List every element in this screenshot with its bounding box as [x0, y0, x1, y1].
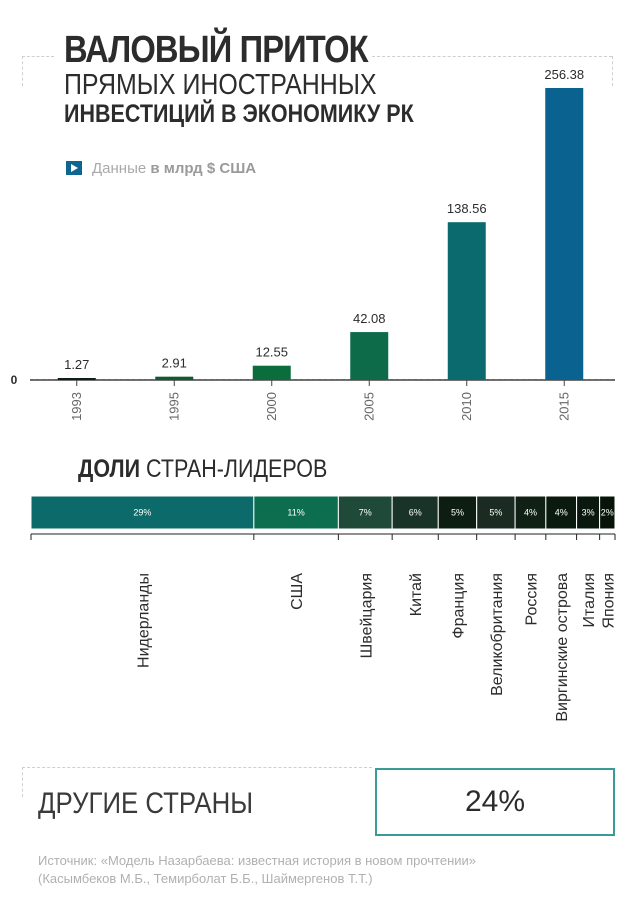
frame-left-dash — [22, 56, 23, 86]
title-line-2: ПРЯМЫХ ИНОСТРАННЫХ — [64, 69, 377, 101]
data-unit-note: Данные в млрд $ США — [66, 160, 256, 177]
x-tick-label-2015: 2015 — [556, 392, 571, 421]
x-tick-label-1993: 1993 — [69, 392, 84, 421]
frame-top-right-dash — [372, 56, 612, 57]
x-tick-label-2010: 2010 — [459, 392, 474, 421]
shares-title: ДОЛИ СТРАН-ЛИДЕРОВ — [78, 455, 327, 484]
bar-2000 — [252, 365, 291, 380]
share-value-label-6: 5% — [489, 508, 502, 518]
share-segment-10 — [599, 495, 616, 530]
bar-value-label-1993: 1.27 — [64, 357, 89, 372]
share-segment-1 — [30, 495, 255, 530]
bar-1995 — [155, 376, 194, 380]
title-line-1: ВАЛОВЫЙ ПРИТОК — [64, 29, 369, 71]
share-segment-7 — [514, 495, 547, 530]
share-country-label-3: Швейцария — [358, 573, 375, 658]
y-zero-label: 0 — [11, 373, 18, 387]
share-country-label-9: Италия — [581, 573, 598, 627]
note-prefix: Данные — [92, 160, 151, 177]
share-segment-2 — [253, 495, 339, 530]
x-tick-label-2005: 2005 — [361, 392, 376, 421]
share-segment-4 — [391, 495, 439, 530]
fdi-bar-chart: 0 1.27 1993 2.91 1995 12.55 2000 42.08 2005 138.5… — [11, 67, 615, 421]
share-country-label-6: Великобритания — [489, 573, 506, 696]
other-countries-value: 24% — [464, 785, 526, 818]
share-value-label-9: 3% — [582, 508, 595, 518]
source-line-2: (Касымбеков М.Б., Темирболат Б.Б., Шайме… — [38, 871, 373, 886]
share-value-label-4: 6% — [409, 508, 422, 518]
share-country-label-7: Россия — [523, 573, 540, 625]
share-value-label-2: 11% — [287, 508, 304, 518]
x-tick-label-2000: 2000 — [264, 392, 279, 421]
share-segment-5 — [437, 495, 478, 530]
bar-2010 — [447, 222, 486, 380]
frame-top-left-dash — [22, 56, 54, 57]
share-country-label-10: Япония — [600, 573, 617, 629]
shares-title-rest: СТРАН-ЛИДЕРОВ — [140, 455, 328, 483]
frame-bottom-dash — [22, 767, 372, 768]
bar-value-label-2015: 256.38 — [544, 67, 584, 82]
other-countries-box: 24% — [375, 768, 615, 836]
share-country-label-8: Виргинские острова — [554, 573, 571, 722]
frame-right-dash — [612, 56, 613, 86]
share-country-label-1: Нидерланды — [135, 573, 152, 668]
source-note: Источник: «Модель Назарбаева: известная … — [38, 852, 476, 888]
bar-value-label-2005: 42.08 — [353, 311, 386, 326]
bar-value-label-2000: 12.55 — [255, 345, 288, 360]
play-icon — [66, 161, 82, 175]
share-value-label-5: 5% — [451, 508, 464, 518]
share-country-label-4: Китай — [408, 573, 425, 616]
x-tick-label-1995: 1995 — [166, 392, 181, 421]
title-line-3: ИНВЕСТИЦИЙ В ЭКОНОМИКУ РК — [64, 100, 414, 128]
share-country-label-5: Франция — [450, 573, 467, 639]
source-line-1: Источник: «Модель Назарбаева: известная … — [38, 853, 477, 868]
bar-2015 — [545, 88, 584, 380]
share-country-label-2: США — [289, 573, 306, 610]
country-share-chart: 29% Нидерланды 11% США 7% Швейцария 6% Китай 5% Ф… — [30, 495, 617, 722]
share-value-label-8: 4% — [555, 508, 568, 518]
title-block: ВАЛОВЫЙ ПРИТОК ПРЯМЫХ ИНОСТРАННЫХ ИНВЕСТ… — [64, 30, 471, 128]
share-value-label-1: 29% — [133, 508, 151, 518]
note-unit: в млрд $ США — [150, 160, 257, 177]
other-countries-label: ДРУГИЕ СТРАНЫ — [38, 787, 254, 820]
share-segment-6 — [476, 495, 516, 530]
share-value-label-10: 2% — [601, 508, 614, 518]
frame-bottom-left-dash — [22, 767, 23, 797]
share-segment-3 — [337, 495, 393, 530]
bar-1993 — [57, 378, 96, 380]
bar-value-label-2010: 138.56 — [447, 201, 487, 216]
share-value-label-7: 4% — [524, 508, 537, 518]
shares-title-bold: ДОЛИ — [78, 455, 141, 483]
bar-2005 — [350, 332, 389, 380]
bar-value-label-1995: 2.91 — [162, 356, 187, 371]
share-value-label-3: 7% — [359, 508, 372, 518]
